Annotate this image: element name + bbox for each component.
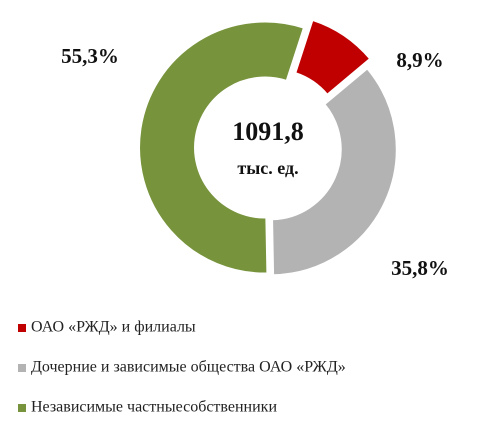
center-unit: тыс. ед.	[237, 158, 298, 178]
donut-slice	[293, 18, 372, 97]
legend-label: ОАО «РЖД» и филиалы	[31, 319, 196, 336]
legend-label: Независимые частныесобственники	[31, 399, 277, 416]
donut-slice	[138, 20, 306, 275]
legend-swatch	[18, 364, 26, 372]
value-label: 55,3%	[61, 44, 119, 68]
value-label: 35,8%	[391, 256, 449, 280]
donut-slice	[271, 66, 398, 277]
center-value: 1091,8	[232, 117, 304, 146]
legend-swatch	[18, 324, 26, 332]
legend-swatch	[18, 404, 26, 412]
legend-label: Дочерние и зависимые общества ОАО «РЖД»	[31, 359, 346, 376]
value-label: 8,9%	[396, 48, 443, 72]
